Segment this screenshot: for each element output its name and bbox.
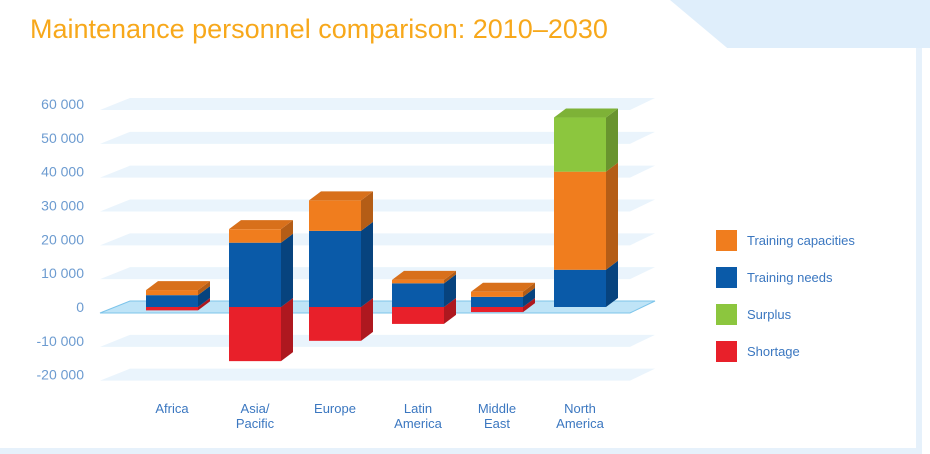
bar-side bbox=[523, 287, 535, 307]
y-tick-label: 30 000 bbox=[41, 198, 84, 214]
x-tick-label: Pacific bbox=[236, 416, 275, 431]
bar-top bbox=[229, 220, 293, 230]
y-tick-label: -10 000 bbox=[37, 333, 85, 349]
chart-title: Maintenance personnel comparison: 2010–2… bbox=[30, 14, 608, 44]
bar-side bbox=[198, 298, 210, 311]
x-tick-label: America bbox=[394, 416, 442, 431]
x-tick-label: Latin bbox=[404, 401, 432, 416]
x-tick-label: Middle bbox=[478, 401, 516, 416]
bar-top bbox=[471, 282, 535, 292]
x-tick-label: Africa bbox=[155, 401, 189, 416]
gridline bbox=[100, 334, 655, 347]
x-tick-label: America bbox=[556, 416, 604, 431]
bar-segment-surplus bbox=[554, 117, 606, 172]
bar-segment-training-capacities bbox=[229, 229, 281, 243]
x-tick-label: Asia/ bbox=[241, 401, 270, 416]
bar-side bbox=[281, 233, 293, 307]
gridline bbox=[100, 131, 655, 144]
bar-segment-shortage bbox=[146, 307, 198, 311]
y-tick-label: -20 000 bbox=[37, 367, 85, 383]
y-tick-label: 20 000 bbox=[41, 231, 84, 247]
bar-segment-training-capacities bbox=[471, 291, 523, 297]
legend-label: Training needs bbox=[747, 270, 833, 285]
bar-segment-training-needs bbox=[146, 295, 198, 307]
bar-segment-training-capacities bbox=[146, 290, 198, 296]
bar-side bbox=[444, 274, 456, 307]
bar-top bbox=[554, 108, 618, 118]
x-tick-label: Europe bbox=[314, 401, 356, 416]
bar-side bbox=[523, 282, 535, 297]
bar-segment-shortage bbox=[471, 307, 523, 313]
bar-segment-training-needs bbox=[229, 242, 281, 307]
y-tick-label: 0 bbox=[76, 299, 84, 315]
bar-segment-training-capacities bbox=[554, 171, 606, 270]
bar-segment-training-needs bbox=[309, 230, 361, 307]
legend-label: Surplus bbox=[747, 307, 792, 322]
bar-segment-training-needs bbox=[471, 296, 523, 307]
bar-side bbox=[361, 221, 373, 307]
gridline bbox=[100, 165, 655, 178]
bar-top bbox=[392, 270, 456, 280]
bar-segment-training-capacities bbox=[309, 200, 361, 231]
x-tick-label: East bbox=[484, 416, 510, 431]
gridline bbox=[100, 199, 655, 212]
bar-segment-shortage bbox=[309, 307, 361, 341]
bar-segment-training-needs bbox=[554, 269, 606, 307]
bar-side bbox=[198, 286, 210, 307]
legend-swatch bbox=[716, 304, 737, 325]
bar-side bbox=[606, 108, 618, 172]
y-tick-label: 40 000 bbox=[41, 164, 84, 180]
bar-side bbox=[606, 260, 618, 307]
y-tick-label: 10 000 bbox=[41, 265, 84, 281]
bar-side bbox=[523, 298, 535, 313]
bar-side bbox=[606, 162, 618, 270]
legend-swatch bbox=[716, 230, 737, 251]
y-tick-label: 60 000 bbox=[41, 96, 84, 112]
legend-label: Training capacities bbox=[747, 233, 855, 248]
bar-side bbox=[444, 298, 456, 324]
bar-segment-training-capacities bbox=[392, 279, 444, 284]
bar-segment-shortage bbox=[392, 307, 444, 324]
bar-side bbox=[361, 298, 373, 341]
y-tick-label: 50 000 bbox=[41, 130, 84, 146]
bar-segment-shortage bbox=[229, 307, 281, 362]
bar-segment-training-needs bbox=[392, 283, 444, 307]
legend-swatch bbox=[716, 267, 737, 288]
bar-side bbox=[281, 220, 293, 243]
gridline bbox=[100, 98, 655, 110]
bar-top bbox=[146, 281, 210, 291]
bar-top bbox=[309, 191, 373, 201]
bar-side bbox=[444, 270, 456, 284]
gridline bbox=[100, 368, 655, 381]
bar-side bbox=[198, 281, 210, 296]
chart-frame bbox=[0, 48, 922, 454]
x-tick-label: North bbox=[564, 401, 596, 416]
legend-label: Shortage bbox=[747, 344, 800, 359]
bar-side bbox=[281, 298, 293, 362]
legend-swatch bbox=[716, 341, 737, 362]
bar-side bbox=[361, 191, 373, 231]
